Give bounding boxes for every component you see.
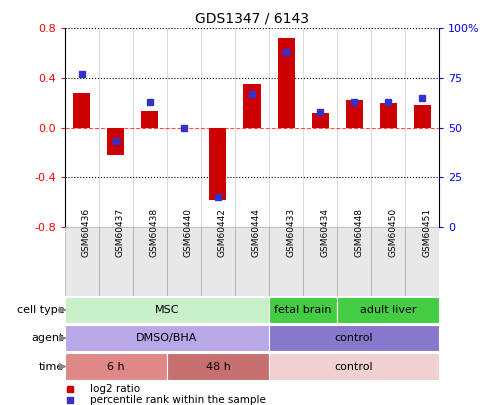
Text: GSM60434: GSM60434 xyxy=(320,208,329,257)
Text: GSM60444: GSM60444 xyxy=(252,208,261,257)
Bar xyxy=(65,227,99,296)
Bar xyxy=(277,38,294,128)
Bar xyxy=(141,111,158,128)
Bar xyxy=(337,227,371,296)
Title: GDS1347 / 6143: GDS1347 / 6143 xyxy=(195,12,309,26)
Bar xyxy=(65,354,167,379)
Text: GSM60437: GSM60437 xyxy=(116,208,125,257)
Text: GSM60442: GSM60442 xyxy=(218,208,227,257)
Bar xyxy=(371,227,405,296)
Text: MSC: MSC xyxy=(155,305,179,315)
Bar xyxy=(345,100,363,128)
Bar xyxy=(65,297,269,323)
Bar xyxy=(167,227,201,296)
Text: 6 h: 6 h xyxy=(107,362,125,371)
Text: control: control xyxy=(335,362,373,371)
Text: GSM60438: GSM60438 xyxy=(150,208,159,257)
Bar xyxy=(311,113,328,128)
Text: control: control xyxy=(335,333,373,343)
Bar xyxy=(269,325,439,351)
Text: DMSO/BHA: DMSO/BHA xyxy=(136,333,198,343)
Bar xyxy=(380,103,397,128)
Bar xyxy=(210,128,227,200)
Bar xyxy=(269,297,337,323)
Text: fetal brain: fetal brain xyxy=(274,305,332,315)
Bar xyxy=(73,93,90,128)
Text: GSM60436: GSM60436 xyxy=(82,208,91,257)
Bar xyxy=(303,227,337,296)
Bar xyxy=(107,128,124,155)
Bar xyxy=(167,354,269,379)
Text: GSM60440: GSM60440 xyxy=(184,208,193,257)
Bar xyxy=(99,227,133,296)
Text: GSM60451: GSM60451 xyxy=(422,208,431,257)
Text: cell type: cell type xyxy=(16,305,64,315)
Bar xyxy=(414,105,431,128)
Bar xyxy=(269,227,303,296)
Bar xyxy=(235,227,269,296)
Bar xyxy=(405,227,439,296)
Text: GSM60433: GSM60433 xyxy=(286,208,295,257)
Bar xyxy=(201,227,235,296)
Text: log2 ratio: log2 ratio xyxy=(90,384,140,394)
Bar xyxy=(269,354,439,379)
Text: GSM60448: GSM60448 xyxy=(354,208,363,257)
Bar xyxy=(244,84,260,128)
Text: percentile rank within the sample: percentile rank within the sample xyxy=(90,395,265,405)
Bar xyxy=(65,325,269,351)
Bar xyxy=(337,297,439,323)
Text: adult liver: adult liver xyxy=(360,305,416,315)
Bar xyxy=(133,227,167,296)
Text: GSM60450: GSM60450 xyxy=(388,208,397,257)
Text: agent: agent xyxy=(32,333,64,343)
Text: time: time xyxy=(39,362,64,371)
Text: 48 h: 48 h xyxy=(206,362,231,371)
